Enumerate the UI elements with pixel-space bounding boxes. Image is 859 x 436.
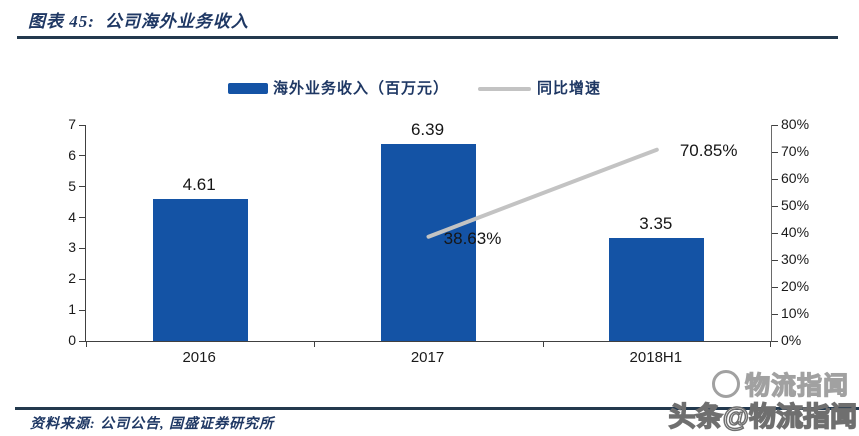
- left-axis-tick-label: 6: [68, 146, 76, 163]
- bar: [381, 143, 476, 341]
- left-axis-tick-label: 1: [68, 301, 76, 318]
- bar-value-label: 6.39: [410, 119, 445, 139]
- page-title: 公司海外业务收入: [104, 12, 249, 31]
- x-axis-category-label: 2016: [182, 349, 216, 366]
- right-axis-tick-label: 60%: [781, 170, 810, 186]
- right-axis-tick-mark: [772, 259, 778, 261]
- x-axis-category-label: 2018H1: [629, 349, 683, 366]
- right-axis-tick-mark: [772, 232, 778, 234]
- figure-number-label: 图表 45:: [28, 12, 95, 31]
- bar: [609, 237, 705, 341]
- left-axis-tick-mark: [79, 155, 85, 157]
- source-note: 资料来源: 公司公告, 国盛证券研究所: [30, 417, 275, 432]
- figure-title: 图表 45: 公司海外业务收入: [28, 7, 249, 32]
- left-axis-tick-mark: [79, 247, 85, 249]
- left-axis-tick-mark: [79, 309, 85, 311]
- watermark: 物流指闻 头条@物流指闻: [619, 360, 859, 436]
- right-axis-tick-label: 50%: [781, 197, 810, 213]
- footer-divider: [15, 407, 859, 410]
- right-axis-tick-label: 10%: [781, 305, 810, 321]
- right-axis-tick-mark: [772, 286, 778, 288]
- x-axis-tick-mark: [542, 342, 544, 347]
- plot-area: [79, 124, 778, 347]
- watermark-ghost: 物流指闻: [711, 366, 849, 402]
- line-value-label: 38.63%: [443, 228, 502, 248]
- right-axis-tick-mark: [772, 205, 778, 207]
- right-axis-tick-label: 30%: [781, 251, 810, 267]
- watermark-logo-icon: [711, 370, 740, 398]
- left-axis-tick-label: 7: [68, 116, 76, 132]
- x-axis-category-label: 2017: [410, 349, 445, 366]
- chart-legend: 海外业务收入（百万元） 同比增速: [0, 76, 859, 100]
- title-divider: [17, 36, 838, 39]
- left-axis-tick-mark: [79, 340, 85, 342]
- line-value-label: 70.85%: [679, 140, 738, 160]
- left-axis-tick-mark: [79, 278, 85, 280]
- right-axis-tick-label: 80%: [781, 116, 810, 132]
- right-axis-tick-mark: [772, 151, 778, 153]
- x-axis-tick-mark: [86, 342, 87, 347]
- legend-bar-swatch: [228, 83, 268, 94]
- watermark-ghost-text: 物流指闻: [744, 371, 849, 400]
- left-axis-tick-label: 0: [68, 332, 76, 348]
- right-axis-tick-mark: [772, 340, 778, 342]
- bar-value-label: 3.35: [639, 213, 673, 233]
- x-axis-tick-mark: [314, 342, 316, 347]
- left-axis-tick-mark: [79, 217, 85, 219]
- legend-bar-label: 海外业务收入（百万元）: [273, 80, 450, 97]
- legend-line-label: 同比增速: [537, 80, 602, 97]
- growth-line-path: [426, 147, 659, 239]
- left-axis-tick-label: 2: [68, 270, 76, 287]
- right-axis-tick-label: 20%: [781, 278, 810, 294]
- legend-line-swatch: [478, 87, 531, 91]
- left-axis-tick-label: 3: [68, 239, 76, 256]
- right-axis-tick-mark: [772, 124, 778, 126]
- left-axis-tick-label: 5: [68, 177, 76, 194]
- right-axis-tick-label: 0%: [781, 332, 802, 348]
- right-axis-tick-mark: [772, 313, 778, 315]
- growth-line: [426, 147, 659, 239]
- left-axis-tick-label: 4: [68, 208, 76, 225]
- left-axis-tick-mark: [79, 186, 85, 188]
- bar-value-label: 4.61: [182, 174, 216, 194]
- left-axis-tick-mark: [79, 124, 85, 126]
- watermark-main-text: 头条@物流指闻: [668, 401, 858, 433]
- right-axis-tick-label: 70%: [781, 143, 810, 159]
- x-axis-tick-mark: [770, 342, 771, 347]
- bar: [152, 198, 248, 341]
- right-axis-tick-label: 40%: [781, 224, 810, 240]
- right-axis-tick-mark: [772, 178, 778, 180]
